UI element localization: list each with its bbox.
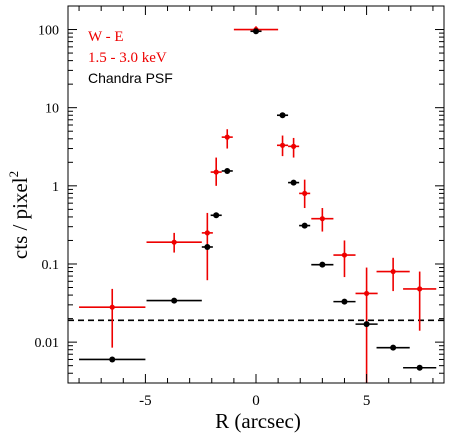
red-point-10 — [341, 252, 348, 258]
psf-point-7 — [290, 179, 297, 186]
y-axis-label-superscript: 2 — [6, 171, 21, 178]
psf-point-10 — [341, 298, 348, 305]
x-tick-label-0: -5 — [139, 393, 152, 409]
y-tick-label-0: 0.01 — [35, 336, 60, 351]
red-point-1 — [171, 239, 177, 245]
y-tick-label-2: 1 — [52, 180, 59, 195]
psf-point-11 — [363, 321, 370, 328]
psf-point-3 — [213, 212, 220, 219]
psf-point-2 — [204, 243, 211, 250]
psf-point-9 — [319, 261, 326, 268]
red-point-11 — [363, 290, 370, 297]
plot-frame — [67, 5, 445, 384]
legend: W - E 1.5 - 3.0 keV Chandra PSF — [88, 29, 173, 86]
red-point-4 — [224, 134, 230, 140]
y-axis-label-main: cts / pixel — [8, 177, 32, 259]
legend-entry-0: W - E — [88, 29, 124, 45]
x-axis-label: R (arcsec) — [215, 409, 301, 433]
y-tick-label-4: 100 — [38, 24, 59, 39]
series-group — [79, 26, 437, 383]
x-tick-label-2: 5 — [363, 393, 371, 409]
red-point-7 — [291, 143, 297, 149]
psf-point-1 — [171, 297, 178, 304]
ticks-group: -5 0 5 0.01 0.1 1 10 100 — [35, 5, 444, 409]
red-point-2 — [204, 230, 210, 236]
y-tick-label-3: 10 — [45, 102, 59, 117]
red-point-0 — [109, 304, 115, 310]
y-tick-label-1: 0.1 — [42, 258, 60, 273]
red-point-6 — [279, 142, 286, 148]
red-point-8 — [302, 190, 308, 197]
psf-point-8 — [301, 222, 308, 229]
psf-point-5 — [253, 28, 259, 35]
y-axis-label: cts / pixel2 — [6, 171, 32, 259]
psf-point-6 — [279, 112, 286, 119]
red-point-13 — [417, 286, 423, 292]
psf-point-4 — [224, 167, 231, 174]
psf-point-13 — [416, 364, 423, 371]
psf-point-12 — [390, 344, 397, 351]
x-tick-label-1: 0 — [252, 393, 260, 409]
legend-entry-2: Chandra PSF — [88, 70, 173, 86]
red-point-9 — [319, 216, 325, 222]
legend-entry-1: 1.5 - 3.0 keV — [88, 50, 167, 66]
red-point-12 — [390, 268, 396, 275]
psf-point-0 — [109, 356, 116, 363]
red-point-3 — [213, 169, 219, 175]
